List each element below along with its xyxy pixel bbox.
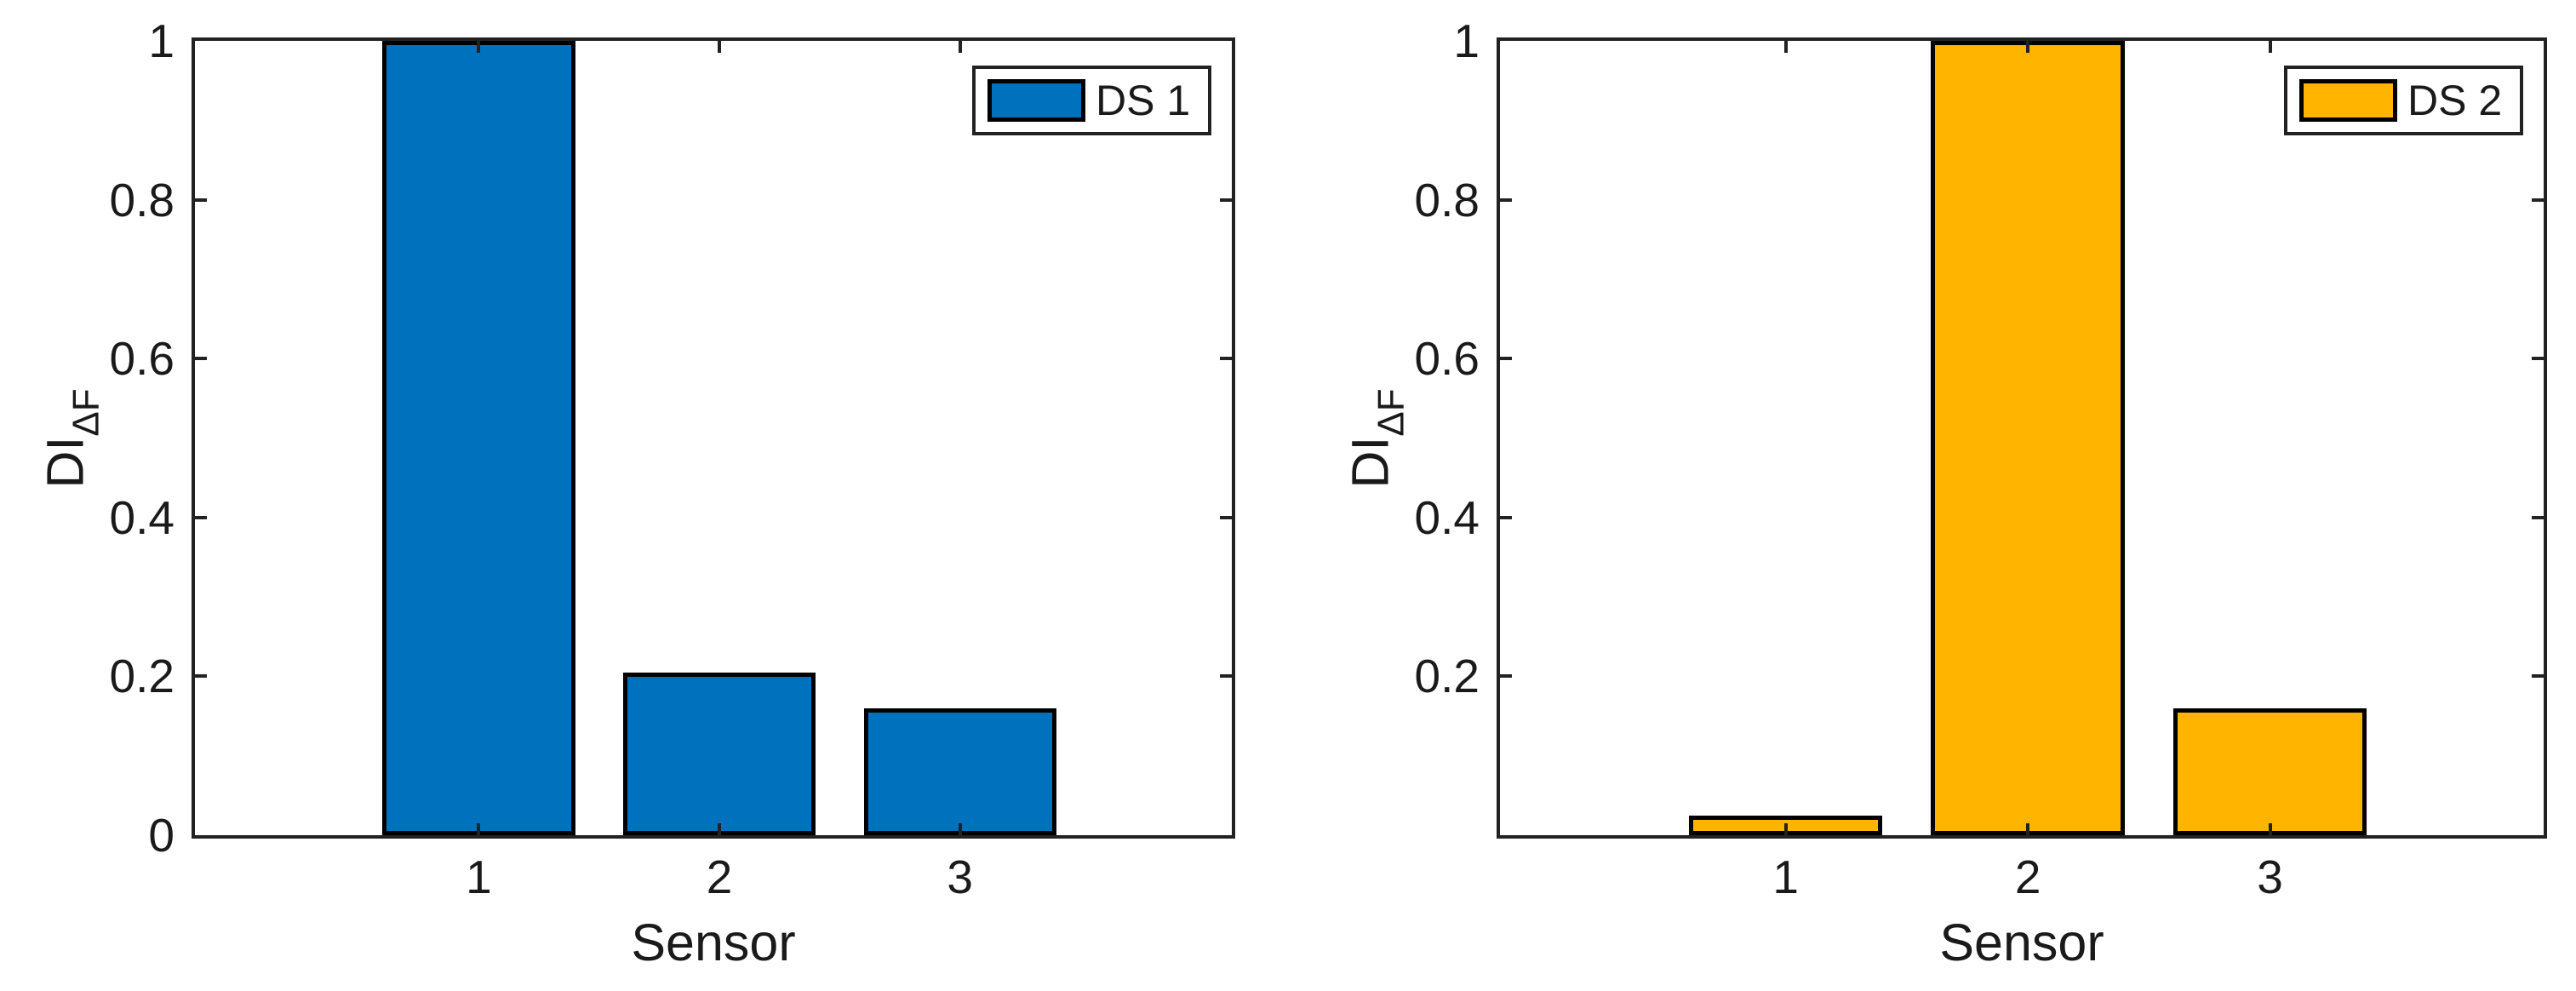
x-tick-top <box>2268 41 2272 53</box>
x-tick-top <box>2026 41 2030 53</box>
y-tick-left <box>1500 198 1512 202</box>
y-tick-right <box>1220 198 1232 202</box>
x-tick-bottom <box>2026 823 2030 835</box>
y-tick-label: 0.8 <box>1414 173 1480 226</box>
y-tick-left <box>195 357 207 361</box>
x-axis-label: Sensor <box>631 914 796 971</box>
y-tick-label: 1 <box>1453 14 1480 67</box>
x-tick-top <box>958 41 962 53</box>
y-tick-label: 0.6 <box>109 332 175 386</box>
x-tick-label: 3 <box>947 851 973 903</box>
y-tick-right <box>1220 674 1232 679</box>
x-axis-label: Sensor <box>1939 914 2104 971</box>
y-tick-label: 0.2 <box>109 650 175 703</box>
y-tick-label: 1 <box>148 14 175 67</box>
bar-sensor-1 <box>382 41 575 835</box>
x-tick-bottom <box>718 823 722 835</box>
legend-swatch-ds2 <box>2299 79 2397 122</box>
x-tick-label: 2 <box>706 851 733 903</box>
x-tick-bottom <box>1783 823 1788 835</box>
bar-sensor-2 <box>1931 41 2125 835</box>
legend-box: DS 1 <box>972 66 1211 135</box>
bar-sensor-3 <box>863 707 1056 835</box>
chart-panel-ds1: DIΔF 1 2 3 0 0.2 0.4 0.6 0.8 1 Sensor DS 1 <box>37 18 1235 969</box>
y-tick-right <box>2532 198 2544 202</box>
x-tick-bottom <box>2268 823 2272 835</box>
x-tick-top <box>477 41 481 53</box>
legend-label: DS 1 <box>1096 77 1191 124</box>
y-tick-label: 0.4 <box>109 490 175 544</box>
y-tick-label: 0.6 <box>1414 332 1480 386</box>
legend-box: DS 2 <box>2284 66 2523 135</box>
y-axis-label-subscript: ΔF <box>65 387 107 437</box>
y-tick-label: 0.4 <box>1414 490 1480 544</box>
y-tick-right <box>2532 357 2544 361</box>
y-axis-label-main: DI <box>1341 436 1400 489</box>
legend-swatch-ds1 <box>987 79 1085 122</box>
x-tick-label: 2 <box>2014 851 2041 903</box>
y-tick-left <box>195 515 207 519</box>
y-axis-label-main: DI <box>36 436 94 489</box>
plot-area: 1 2 3 0.2 0.4 0.6 0.8 1 <box>1415 18 2544 901</box>
y-tick-left <box>195 198 207 202</box>
x-tick-top <box>1783 41 1788 53</box>
x-tick-bottom <box>958 823 962 835</box>
y-tick-right <box>2532 515 2544 519</box>
x-tick-label: 1 <box>1772 851 1799 903</box>
chart-panel-ds2: DIΔF 1 2 3 0.2 0.4 0.6 0.8 1 Sensor DS 2 <box>1342 18 2547 969</box>
y-tick-right <box>2532 674 2544 679</box>
y-tick-label: 0 <box>148 809 175 862</box>
y-tick-label: 0.2 <box>1414 650 1480 703</box>
y-axis-label: DIΔF <box>1341 388 1412 489</box>
x-tick-label: 3 <box>2257 851 2283 903</box>
y-tick-left <box>195 674 207 679</box>
y-tick-label: 0.8 <box>109 173 175 226</box>
x-tick-bottom <box>477 823 481 835</box>
y-axis-label: DIΔF <box>36 388 107 489</box>
bar-sensor-2 <box>623 672 816 835</box>
bar-sensor-3 <box>2172 707 2367 835</box>
legend-label: DS 2 <box>2407 77 2503 124</box>
y-tick-left <box>1500 357 1512 361</box>
y-axis-label-subscript: ΔF <box>1370 387 1412 437</box>
x-tick-label: 1 <box>466 851 492 903</box>
y-tick-right <box>1220 515 1232 519</box>
y-tick-left <box>1500 515 1512 519</box>
y-tick-right <box>1220 357 1232 361</box>
x-tick-top <box>718 41 722 53</box>
y-tick-left <box>1500 674 1512 679</box>
plot-area: 1 2 3 0 0.2 0.4 0.6 0.8 1 <box>110 18 1232 901</box>
